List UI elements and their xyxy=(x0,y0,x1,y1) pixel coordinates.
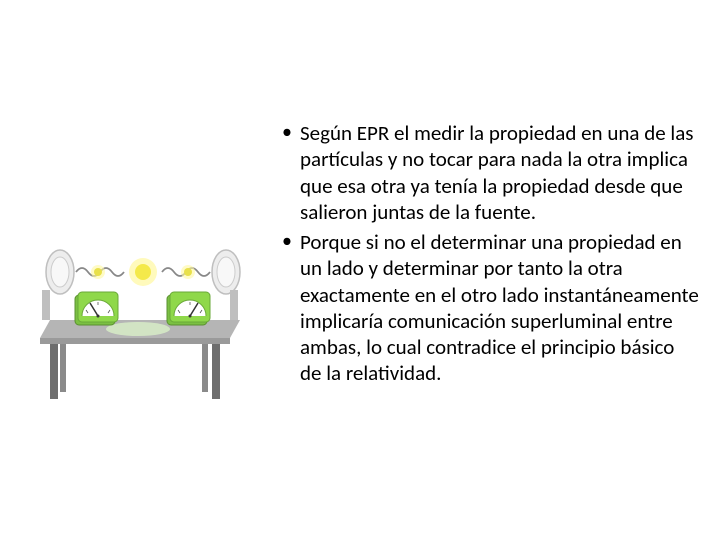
table-leg xyxy=(202,344,208,392)
particle-source xyxy=(129,258,157,286)
right-meter xyxy=(167,292,210,325)
particle-right xyxy=(181,265,195,279)
table-leg xyxy=(212,344,220,399)
table-leg xyxy=(60,344,66,392)
left-meter xyxy=(75,292,118,325)
particle-left xyxy=(91,265,105,279)
table-edge xyxy=(40,338,230,344)
bullet-list: Según EPR el medir la propiedad en una d… xyxy=(280,120,700,387)
table-glow xyxy=(106,322,170,336)
epr-experiment-diagram xyxy=(20,220,270,420)
bullet-item: Según EPR el medir la propiedad en una d… xyxy=(300,120,700,225)
bullet-item: Porque si no el determinar una propiedad… xyxy=(300,229,700,387)
text-content: Según EPR el medir la propiedad en una d… xyxy=(270,120,700,391)
right-detector-plate xyxy=(212,250,240,320)
left-detector-plate xyxy=(42,250,74,320)
table-leg xyxy=(50,344,58,399)
